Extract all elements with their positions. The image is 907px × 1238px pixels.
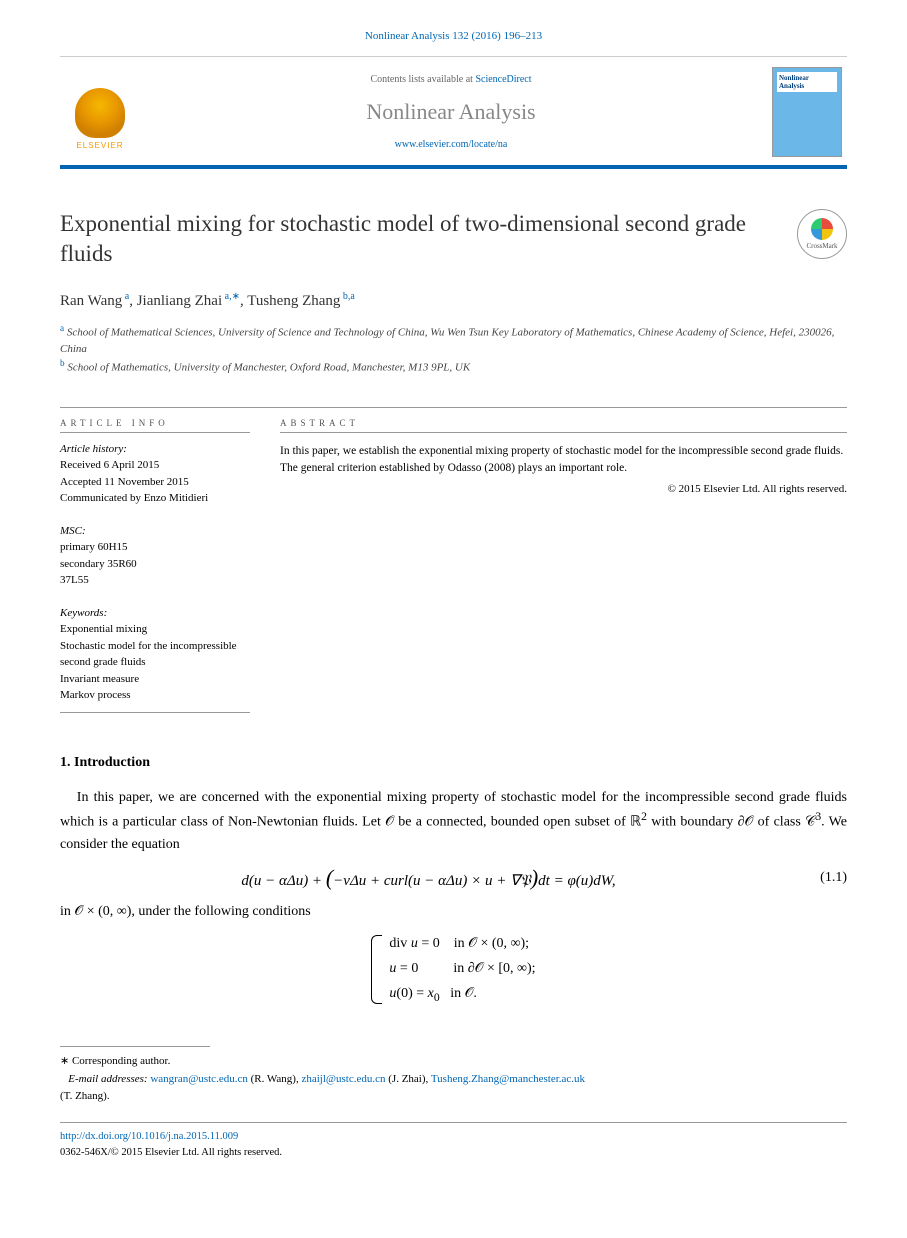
msc-block: MSC: primary 60H15 secondary 35R60 37L55 — [60, 515, 250, 597]
msc-primary: primary 60H15 — [60, 539, 250, 556]
intro-in-line: in 𝒪 × (0, ∞), under the following condi… — [60, 901, 847, 923]
doi-block: http://dx.doi.org/10.1016/j.na.2015.11.0… — [60, 1129, 847, 1161]
condition-2: u = 0 in ∂𝒪 × [0, ∞); — [389, 956, 535, 981]
abstract-column: abstract In this paper, we establish the… — [280, 408, 847, 713]
affiliation-a: a School of Mathematical Sciences, Unive… — [60, 322, 847, 358]
author-1-affil: a — [122, 291, 129, 302]
keyword-1: Exponential mixing — [60, 621, 250, 638]
title-row: Exponential mixing for stochastic model … — [60, 209, 847, 269]
email-link-2[interactable]: zhaijl@ustc.edu.cn — [301, 1073, 385, 1085]
article-history-block: Article history: Received 6 April 2015 A… — [60, 432, 250, 515]
author-2: Jianliang Zhai — [137, 293, 222, 309]
crossmark-badge[interactable]: CrossMark — [797, 209, 847, 259]
cover-title: Nonlinear Analysis — [777, 72, 837, 92]
journal-name: Nonlinear Analysis — [130, 99, 772, 125]
keyword-3: Invariant measure — [60, 671, 250, 688]
conditions-system: div u = 0 in 𝒪 × (0, ∞); u = 0 in ∂𝒪 × [… — [60, 931, 847, 1008]
journal-ref-link[interactable]: Nonlinear Analysis 132 (2016) 196–213 — [365, 30, 542, 42]
msc-secondary-1: secondary 35R60 — [60, 556, 250, 573]
footnote-separator — [60, 1046, 210, 1047]
equation-1-1-body: d(u − αΔu) + (−νΔu + curl(u − αΔu) × u +… — [60, 865, 797, 891]
article-info-heading: article info — [60, 408, 250, 432]
keywords-block: Keywords: Exponential mixing Stochastic … — [60, 597, 250, 713]
header-center: Contents lists available at ScienceDirec… — [130, 74, 772, 150]
elsevier-tree-icon — [75, 88, 125, 138]
corresponding-author-note: ∗ Corresponding author. — [60, 1053, 847, 1071]
equation-1-1-number: (1.1) — [797, 870, 847, 886]
author-1: Ran Wang — [60, 293, 122, 309]
communicated-by: Communicated by Enzo Mitidieri — [60, 490, 250, 507]
sciencedirect-link[interactable]: ScienceDirect — [475, 74, 531, 85]
affiliations: a School of Mathematical Sciences, Unive… — [60, 322, 847, 377]
abstract-copyright: © 2015 Elsevier Ltd. All rights reserved… — [280, 483, 847, 495]
email-addresses: E-mail addresses: wangran@ustc.edu.cn (R… — [60, 1071, 847, 1106]
author-3: Tusheng Zhang — [247, 293, 340, 309]
condition-3: u(0) = x0 in 𝒪. — [389, 981, 535, 1008]
received-date: Received 6 April 2015 — [60, 457, 250, 474]
keyword-2: Stochastic model for the incompressible … — [60, 638, 250, 671]
journal-cover-thumbnail[interactable]: Nonlinear Analysis — [772, 67, 842, 157]
affiliation-b: b School of Mathematics, University of M… — [60, 357, 847, 376]
elsevier-label: ELSEVIER — [76, 141, 123, 150]
accepted-date: Accepted 11 November 2015 — [60, 474, 250, 491]
journal-reference: Nonlinear Analysis 132 (2016) 196–213 — [60, 30, 847, 42]
bottom-separator — [60, 1122, 847, 1123]
author-2-affil: a,∗ — [222, 291, 240, 302]
keyword-4: Markov process — [60, 687, 250, 704]
authors-line: Ran Wang a, Jianliang Zhai a,∗, Tusheng … — [60, 291, 847, 310]
crossmark-label: CrossMark — [806, 242, 837, 250]
crossmark-icon — [811, 218, 833, 240]
equation-1-1: d(u − αΔu) + (−νΔu + curl(u − αΔu) × u +… — [60, 865, 847, 891]
section-1-heading: 1. Introduction — [60, 755, 847, 771]
keywords-label: Keywords: — [60, 605, 250, 622]
elsevier-logo[interactable]: ELSEVIER — [70, 75, 130, 150]
doi-link[interactable]: http://dx.doi.org/10.1016/j.na.2015.11.0… — [60, 1131, 238, 1142]
article-title: Exponential mixing for stochastic model … — [60, 209, 777, 269]
history-label: Article history: — [60, 441, 250, 458]
contents-prefix: Contents lists available at — [370, 74, 475, 85]
journal-header: ELSEVIER Contents lists available at Sci… — [60, 56, 847, 169]
footnotes: ∗ Corresponding author. E-mail addresses… — [60, 1053, 847, 1106]
author-3-affil: b,a — [340, 291, 354, 302]
msc-label: MSC: — [60, 523, 250, 540]
msc-secondary-2: 37L55 — [60, 572, 250, 589]
email-link-1[interactable]: wangran@ustc.edu.cn — [150, 1073, 248, 1085]
article-info-column: article info Article history: Received 6… — [60, 408, 280, 713]
contents-available: Contents lists available at ScienceDirec… — [130, 74, 772, 85]
journal-homepage-link[interactable]: www.elsevier.com/locate/na — [395, 139, 508, 150]
issn-copyright: 0362-546X/© 2015 Elsevier Ltd. All right… — [60, 1147, 282, 1158]
email-link-3[interactable]: Tusheng.Zhang@manchester.ac.uk — [431, 1073, 585, 1085]
abstract-text: In this paper, we establish the exponent… — [280, 432, 847, 478]
info-abstract-row: article info Article history: Received 6… — [60, 407, 847, 713]
condition-1: div u = 0 in 𝒪 × (0, ∞); — [389, 931, 535, 956]
intro-paragraph-1: In this paper, we are concerned with the… — [60, 787, 847, 856]
abstract-heading: abstract — [280, 408, 847, 432]
